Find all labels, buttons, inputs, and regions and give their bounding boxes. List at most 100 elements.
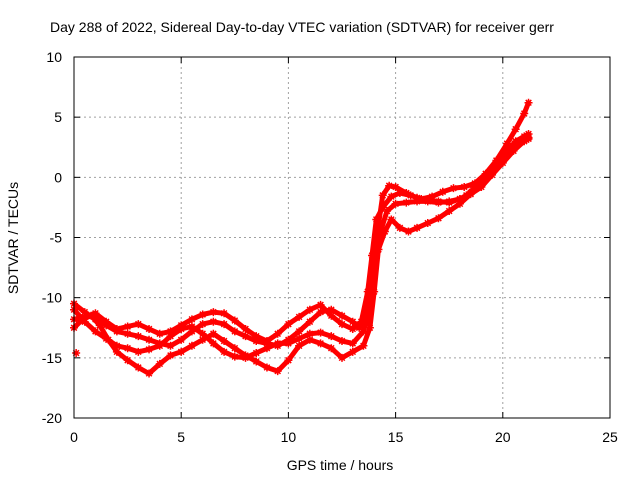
data-point <box>209 329 218 338</box>
x-tick-label: 0 <box>70 429 78 445</box>
data-point <box>284 320 293 329</box>
data-point <box>359 341 368 350</box>
data-point <box>187 341 196 350</box>
data-point <box>498 158 507 167</box>
x-tick-label: 25 <box>602 429 618 445</box>
data-point <box>72 349 81 358</box>
data-point <box>305 305 314 314</box>
data-point <box>80 317 89 326</box>
data-point <box>338 311 346 320</box>
y-tick-label: 10 <box>46 49 62 65</box>
data-point <box>241 332 250 341</box>
x-tick-label: 5 <box>177 429 185 445</box>
data-point <box>252 332 261 341</box>
data-point <box>295 334 304 343</box>
data-point <box>80 308 89 317</box>
y-tick-label: 5 <box>54 109 62 125</box>
data-point <box>509 142 518 151</box>
data-point <box>102 317 111 326</box>
data-point <box>209 317 218 326</box>
data-point <box>262 344 271 353</box>
data-point <box>378 203 387 212</box>
y-tick-label: -20 <box>42 410 62 426</box>
data-point <box>511 137 520 146</box>
data-point <box>365 323 374 332</box>
data-point <box>348 324 357 333</box>
data-point <box>498 151 507 160</box>
data-point <box>449 184 458 193</box>
data-point <box>220 336 229 345</box>
data-point <box>503 139 512 148</box>
data-point <box>327 311 336 320</box>
data-point <box>327 332 336 341</box>
data-point <box>348 339 357 348</box>
data-point <box>91 309 100 318</box>
data-point <box>145 345 154 354</box>
data-point <box>112 347 121 356</box>
data-point <box>102 334 111 343</box>
data-point <box>123 329 132 338</box>
data-point <box>404 227 413 236</box>
data-point <box>488 170 497 179</box>
data-point <box>87 311 96 320</box>
data-point <box>166 351 175 360</box>
data-point <box>273 329 282 338</box>
data-point <box>434 214 443 223</box>
data-point <box>338 320 346 329</box>
data-point <box>198 320 207 329</box>
data-point <box>220 320 229 329</box>
data-point <box>198 335 207 344</box>
data-point <box>123 356 132 365</box>
data-point <box>378 191 387 200</box>
data-point <box>220 309 229 318</box>
y-tick-label: -10 <box>42 290 62 306</box>
chart-title: Day 288 of 2022, Sidereal Day-to-day VTE… <box>50 19 554 35</box>
data-point <box>187 315 196 324</box>
data-point <box>327 344 336 353</box>
data-point <box>470 179 479 188</box>
data-point <box>445 207 454 216</box>
series-track-4 <box>70 133 533 362</box>
data-point <box>365 305 374 314</box>
data-point <box>391 199 400 208</box>
data-point <box>355 323 364 332</box>
data-point <box>395 188 404 197</box>
data-point <box>273 339 282 348</box>
data-point <box>198 329 207 338</box>
data-point <box>380 227 389 236</box>
data-point <box>273 367 282 376</box>
data-point <box>466 188 475 197</box>
data-point <box>520 136 529 145</box>
data-point <box>455 199 464 208</box>
x-tick-label: 15 <box>388 429 404 445</box>
x-tick-label: 10 <box>281 429 297 445</box>
data-point <box>391 182 400 191</box>
data-point <box>348 347 357 356</box>
data-point <box>166 332 175 341</box>
data-point <box>316 339 325 348</box>
y-tick-label: 0 <box>54 169 62 185</box>
data-point <box>284 356 293 365</box>
data-point <box>230 344 239 353</box>
data-point <box>134 347 143 356</box>
data-point <box>112 324 121 333</box>
data-point <box>155 341 164 350</box>
series-outlier <box>72 349 81 358</box>
data-point <box>338 336 346 345</box>
data-point <box>511 125 520 134</box>
data-point <box>370 269 379 278</box>
data-point <box>209 339 218 348</box>
data-point <box>387 192 396 201</box>
data-point <box>327 305 336 314</box>
data-point <box>338 353 346 362</box>
data-point <box>177 347 186 356</box>
data-point <box>423 219 432 228</box>
data-point <box>91 327 100 336</box>
x-axis-label: GPS time / hours <box>287 457 394 473</box>
y-axis-label: SDTVAR / TECUs <box>5 182 21 294</box>
data-point <box>230 352 239 361</box>
data-series <box>70 98 533 378</box>
data-point <box>134 363 143 372</box>
